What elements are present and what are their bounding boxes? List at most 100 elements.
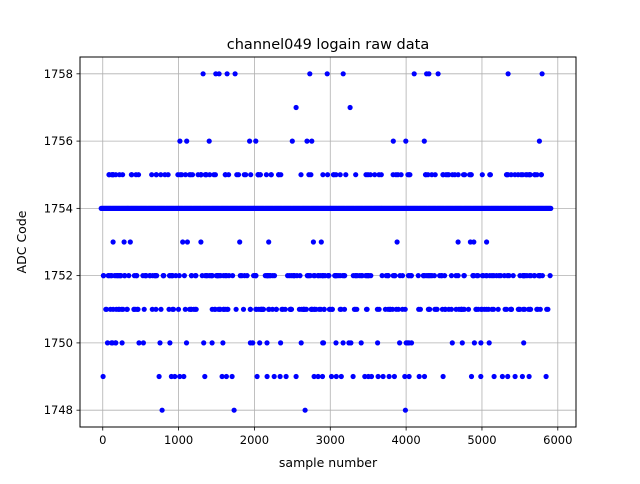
data-point	[354, 306, 360, 312]
data-point	[278, 172, 284, 178]
data-point	[375, 373, 381, 380]
y-axis: 1748 1750 1752 1754 1756 1758	[44, 67, 80, 417]
data-point	[363, 306, 370, 312]
data-point	[399, 306, 406, 312]
data-point	[393, 306, 399, 312]
data-point	[264, 373, 270, 380]
data-point	[374, 306, 380, 312]
data-point	[402, 407, 408, 413]
data-point	[390, 172, 396, 178]
data-point	[251, 273, 257, 279]
data-point	[444, 172, 451, 178]
data-point	[310, 239, 316, 245]
data-point	[271, 373, 277, 380]
data-point	[478, 373, 484, 380]
data-point	[188, 273, 195, 279]
data-point	[157, 340, 163, 346]
data-point	[519, 373, 526, 380]
data-point	[478, 306, 484, 312]
data-point	[124, 306, 130, 312]
data-point	[119, 340, 125, 346]
data-point	[104, 340, 111, 346]
data-point	[520, 172, 526, 178]
data-point	[136, 340, 142, 346]
data-point	[169, 273, 175, 279]
data-point	[293, 104, 299, 111]
data-point	[517, 273, 523, 279]
data-point	[465, 306, 472, 312]
data-point	[440, 172, 446, 178]
y-tick-label: 1748	[44, 403, 73, 417]
data-point	[365, 172, 371, 178]
data-point	[505, 373, 511, 380]
data-point	[491, 306, 497, 312]
data-point	[240, 306, 247, 312]
data-point	[298, 340, 304, 346]
data-point	[338, 373, 344, 380]
data-point	[468, 172, 474, 178]
data-point	[453, 273, 459, 279]
data-point	[307, 71, 313, 77]
data-point	[133, 273, 139, 279]
data-point	[153, 172, 159, 178]
data-point	[372, 172, 378, 178]
data-point	[209, 306, 215, 312]
data-points	[98, 71, 554, 413]
data-point	[126, 273, 132, 279]
data-point	[498, 273, 504, 279]
data-point	[140, 340, 146, 346]
data-point	[220, 306, 227, 312]
data-point	[219, 373, 225, 380]
data-point	[247, 306, 253, 312]
data-point	[117, 273, 123, 279]
data-point	[207, 172, 213, 178]
data-point	[182, 306, 188, 312]
data-point	[152, 273, 158, 279]
data-point	[256, 306, 262, 312]
data-point	[508, 306, 514, 312]
data-point	[100, 273, 106, 279]
data-point	[201, 340, 207, 346]
data-point	[398, 172, 404, 178]
data-point	[120, 172, 126, 178]
x-axis: 0 1000 2000 3000 4000 5000 6000	[99, 427, 572, 447]
data-point	[273, 306, 279, 312]
data-point	[484, 273, 490, 279]
data-point	[204, 273, 210, 279]
data-point	[183, 340, 190, 346]
data-point	[302, 306, 308, 312]
data-point	[376, 172, 382, 178]
data-point	[455, 239, 461, 245]
data-point	[222, 273, 228, 279]
data-point	[319, 273, 326, 279]
x-axis-label: sample number	[279, 455, 378, 470]
data-point	[403, 138, 409, 144]
data-point	[528, 273, 534, 279]
data-point	[188, 172, 194, 178]
data-point	[260, 306, 267, 312]
data-point	[181, 273, 187, 279]
data-point	[397, 273, 403, 279]
data-point	[182, 172, 189, 178]
data-point	[353, 172, 359, 178]
data-point	[358, 340, 364, 346]
data-point	[115, 306, 121, 312]
data-point	[390, 138, 396, 144]
data-point	[315, 373, 321, 380]
data-point	[266, 306, 272, 312]
data-point	[426, 273, 432, 279]
data-point	[121, 273, 128, 279]
data-point	[309, 138, 315, 144]
data-point	[461, 306, 467, 312]
data-point	[109, 340, 115, 346]
data-point	[200, 71, 206, 77]
data-point	[311, 373, 317, 380]
x-tick-label: 3000	[316, 433, 345, 447]
x-tick-label: 1000	[164, 433, 193, 447]
data-point	[254, 373, 260, 380]
x-tick-label: 5000	[467, 433, 496, 447]
data-point	[420, 273, 426, 279]
data-point	[347, 104, 353, 111]
data-point	[385, 273, 391, 279]
data-point	[505, 273, 511, 279]
